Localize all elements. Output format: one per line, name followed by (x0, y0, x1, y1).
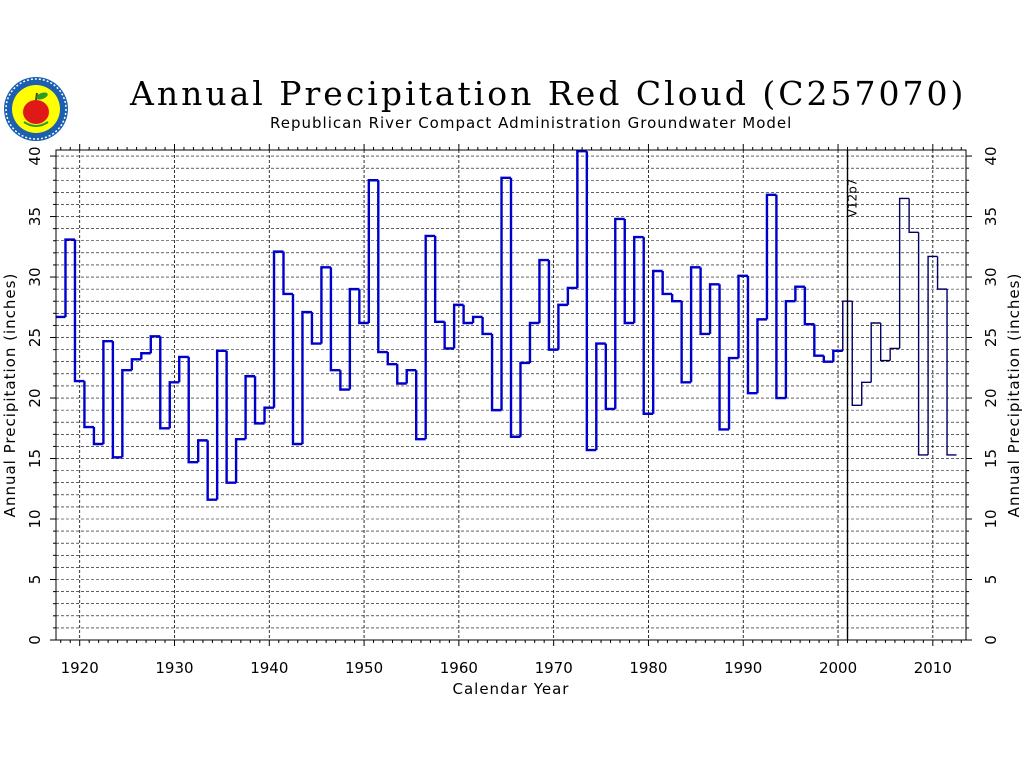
y-tick-label-right: 30 (982, 267, 1000, 286)
y-axis-label-left: Annual Precipitation (inches) (1, 273, 19, 518)
x-tick-label: 1980 (629, 659, 667, 677)
y-tick-label-right: 20 (982, 388, 1000, 407)
y-tick-label-left: 10 (26, 509, 44, 528)
x-tick-label: 1930 (155, 659, 193, 677)
y-tick-label-right: 35 (982, 207, 1000, 226)
y-tick-label-right: 0 (982, 635, 1000, 645)
y-tick-label-left: 0 (26, 635, 44, 645)
y-tick-label-left: 15 (26, 449, 44, 468)
y-tick-label-left: 40 (26, 147, 44, 166)
y-tick-label-right: 15 (982, 449, 1000, 468)
chart-title: Annual Precipitation Red Cloud (C257070) (130, 74, 967, 113)
plot-frame (55, 149, 967, 641)
x-axis-label: Calendar Year (453, 680, 570, 698)
x-tick-label: 2010 (914, 659, 952, 677)
y-tick-label-left: 30 (26, 267, 44, 286)
x-tick-label: 1950 (345, 659, 383, 677)
x-tick-label: 2000 (819, 659, 857, 677)
precipitation-step-line (56, 150, 843, 501)
y-tick-label-left: 35 (26, 207, 44, 226)
series-layer (56, 150, 957, 501)
y-tick-label-left: 5 (26, 575, 44, 585)
y-tick-label-right: 10 (982, 509, 1000, 528)
x-tick-label: 1990 (724, 659, 762, 677)
y-tick-label-right: 5 (982, 575, 1000, 585)
x-tick-label: 1920 (61, 659, 99, 677)
x-tick-label: 1940 (250, 659, 288, 677)
y-tick-label-left: 25 (26, 328, 44, 347)
y-axis-label-right: Annual Precipitation (inches) (1005, 273, 1023, 518)
x-tick-label: 1970 (535, 659, 573, 677)
precipitation-step-line-recent (842, 197, 957, 456)
y-tick-label-right: 25 (982, 328, 1000, 347)
x-tick-label: 1960 (440, 659, 478, 677)
annotation-label: V12p7 (846, 179, 860, 218)
axes: 0 0 5 5 10 10 15 15 20 20 25 25 30 30 35 35 40 40 1920 1930… (26, 144, 1000, 677)
y-tick-label-right: 40 (982, 147, 1000, 166)
apple-state-seal-icon (2, 76, 70, 142)
y-tick-label-left: 20 (26, 388, 44, 407)
chart-subtitle: Republican River Compact Administration … (270, 114, 793, 132)
